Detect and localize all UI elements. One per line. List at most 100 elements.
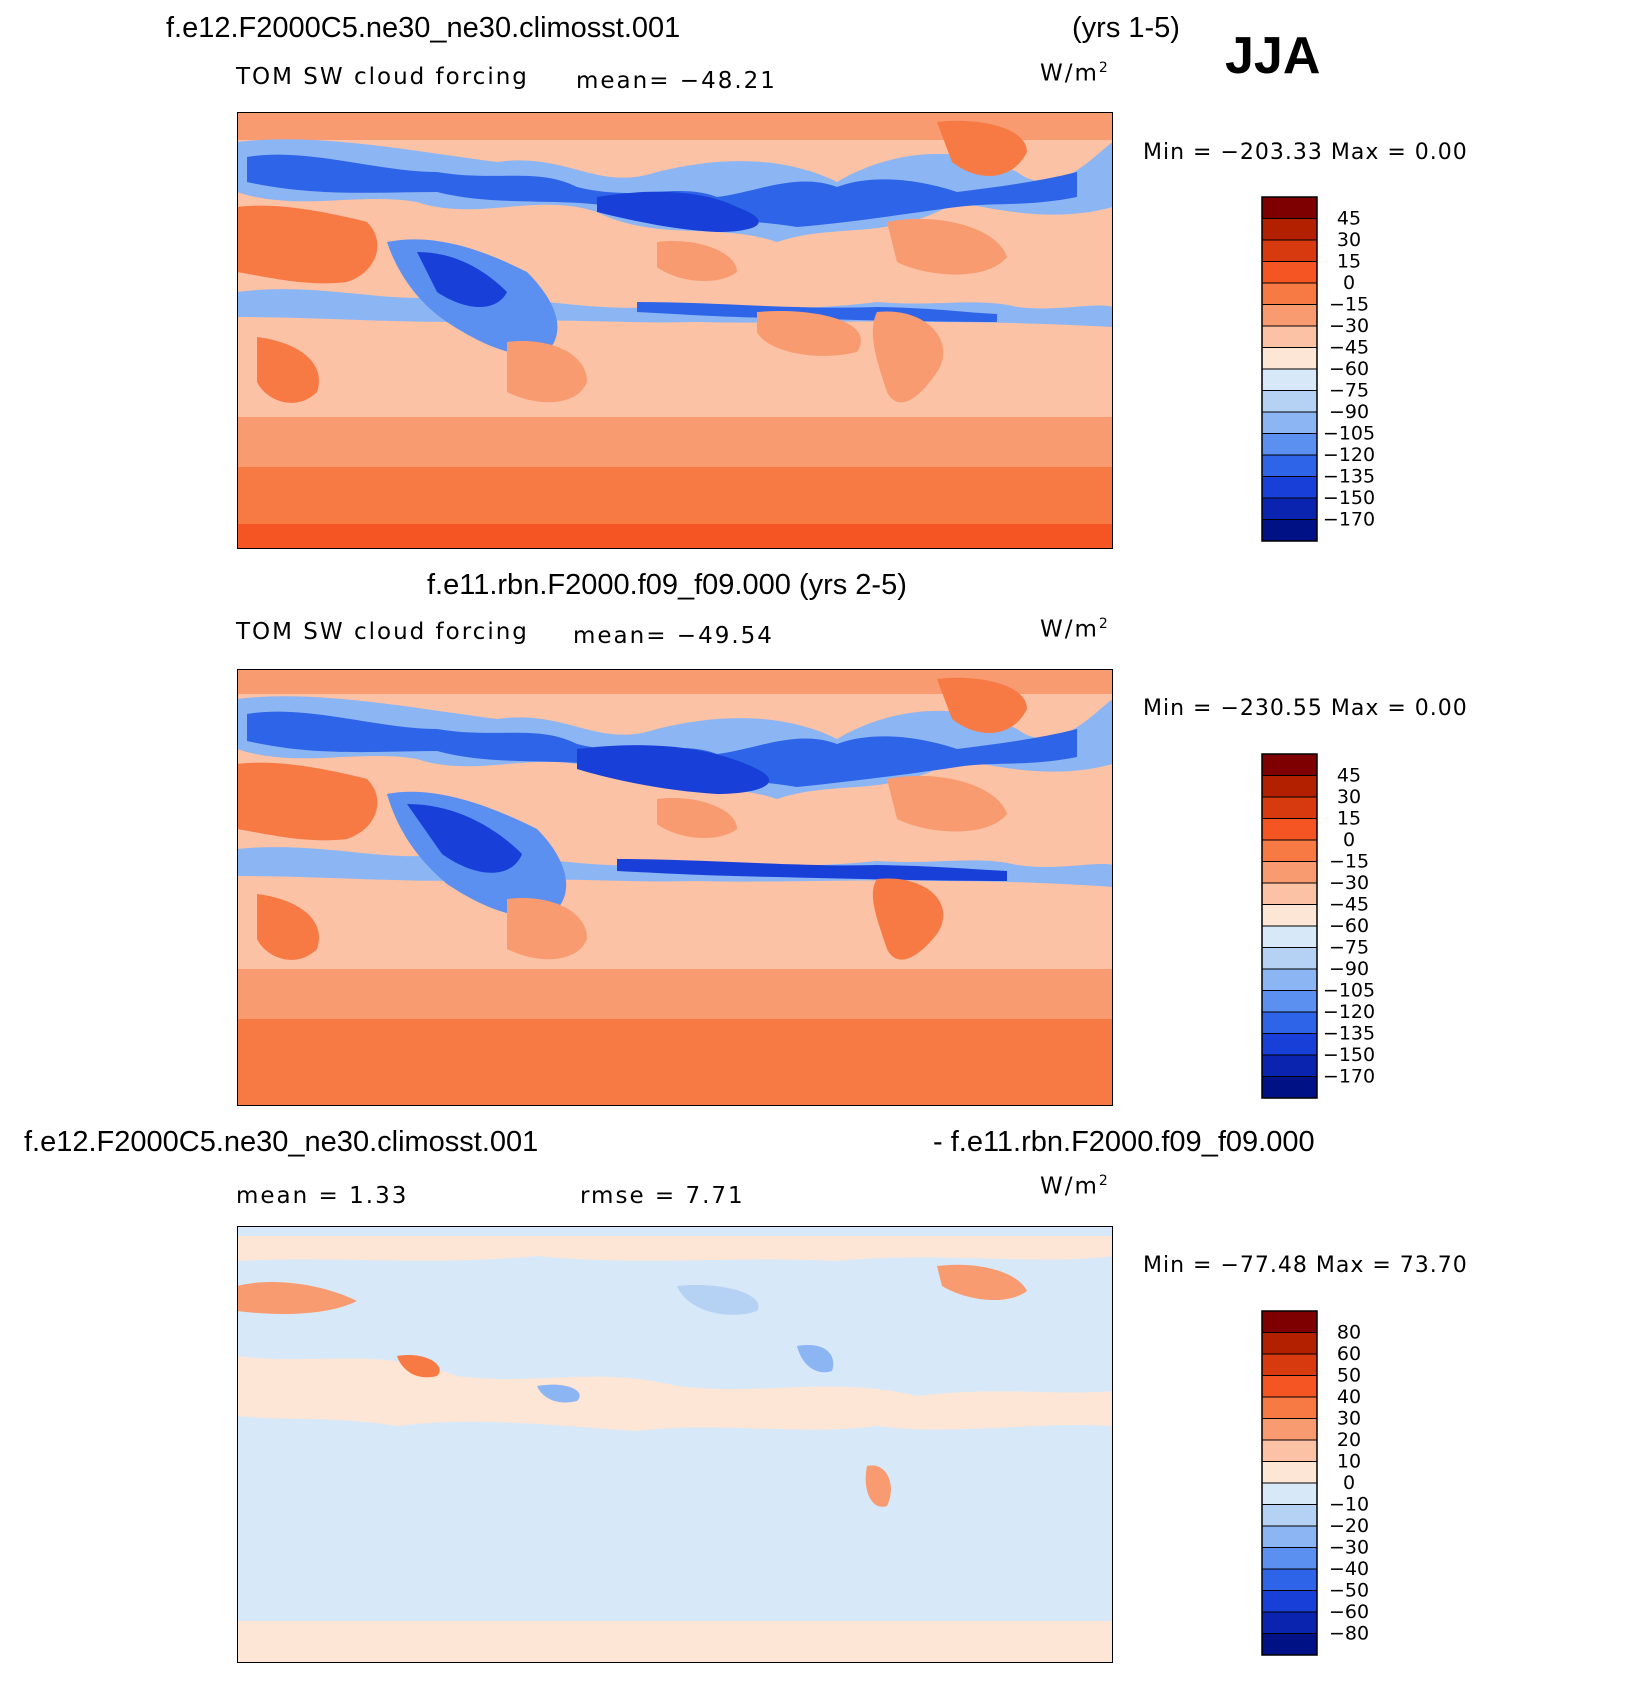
panel1-case-title: f.e12.F2000C5.ne30_ne30.climosst.001 [166, 12, 681, 44]
colorbar-box [1261, 1332, 1318, 1355]
panel2-units: W/m2 [1040, 616, 1110, 643]
colorbar-border [1261, 753, 1318, 1099]
panel1-min-max: Min = −203.33 Max = 0.00 [1143, 140, 1468, 165]
colorbar-tick-label: −60 [1329, 358, 1369, 380]
panel3-map [237, 1226, 1113, 1663]
colorbar-tick-label: −40 [1329, 1558, 1369, 1580]
panel1-colorbar: 4530150−15−30−45−60−75−90−105−120−135−15… [1261, 196, 1375, 542]
panel3-case-title: f.e12.F2000C5.ne30_ne30.climosst.001 [24, 1126, 539, 1158]
colorbar-box [1261, 947, 1318, 970]
colorbar-tick-label: −45 [1329, 337, 1369, 359]
colorbar-box [1261, 196, 1318, 219]
colorbar-tick-label: 80 [1337, 1322, 1361, 1344]
colorbar-box [1261, 882, 1318, 905]
colorbar-tick-label: 10 [1337, 1451, 1361, 1473]
colorbar-box [1261, 1482, 1318, 1505]
panel1-units: W/m2 [1040, 60, 1110, 87]
colorbar-tick-label: 40 [1337, 1386, 1361, 1408]
panel1-units-exp: 2 [1098, 60, 1110, 76]
colorbar-box [1261, 1310, 1318, 1333]
panel1-mean: mean= −48.21 [576, 68, 777, 94]
colorbar-box [1261, 839, 1318, 862]
colorbar-box [1261, 325, 1318, 348]
panel2-min-max: Min = −230.55 Max = 0.00 [1143, 696, 1468, 721]
colorbar-box [1261, 261, 1318, 284]
colorbar-tick-label: 15 [1337, 808, 1361, 830]
colorbar-tick-label: −135 [1323, 1023, 1375, 1045]
colorbar-tick-label: −150 [1323, 1044, 1375, 1066]
panel1-field-label: TOM SW cloud forcing [236, 64, 529, 90]
colorbar-tick-label: 50 [1337, 1365, 1361, 1387]
panel2-case-title: f.e11.rbn.F2000.f09_f09.000 (yrs 2-5) [427, 569, 907, 601]
colorbar-box [1261, 347, 1318, 370]
colorbar-box [1261, 390, 1318, 413]
colorbar-box [1261, 433, 1318, 456]
colorbar-border [1261, 1310, 1318, 1656]
colorbar-tick-label: −15 [1329, 851, 1369, 873]
colorbar-box [1261, 1418, 1318, 1441]
colorbar-box [1261, 1439, 1318, 1462]
colorbar-tick-label: 60 [1337, 1343, 1361, 1365]
colorbar-tick-label: −45 [1329, 894, 1369, 916]
colorbar-tick-label: 45 [1337, 208, 1361, 230]
colorbar-tick-label: 30 [1337, 786, 1361, 808]
colorbar-tick-label: −30 [1329, 315, 1369, 337]
colorbar-box [1261, 454, 1318, 477]
colorbar-tick-label: 30 [1337, 1408, 1361, 1430]
colorbar-tick-label: −135 [1323, 466, 1375, 488]
colorbar-tick-label: −60 [1329, 915, 1369, 937]
colorbar-tick-label: −170 [1323, 1066, 1375, 1088]
season-label: JJA [1225, 27, 1321, 85]
colorbar-tick-label: −75 [1329, 380, 1369, 402]
colorbar-box [1261, 519, 1318, 542]
colorbar-box [1261, 1076, 1318, 1099]
colorbar-tick-label: −30 [1329, 1537, 1369, 1559]
colorbar-tick-label: −170 [1323, 509, 1375, 531]
panel2-mean: mean= −49.54 [573, 623, 774, 649]
colorbar-tick-label: 15 [1337, 251, 1361, 273]
colorbar-tick-label: −15 [1329, 294, 1369, 316]
colorbar-box [1261, 282, 1318, 305]
colorbar-box [1261, 818, 1318, 841]
panel1-units-text: W/m [1040, 60, 1099, 87]
colorbar-box [1261, 925, 1318, 948]
colorbar-tick-label: −90 [1329, 401, 1369, 423]
colorbar-tick-label: −50 [1329, 1580, 1369, 1602]
colorbar-box [1261, 1353, 1318, 1376]
colorbar-box [1261, 1611, 1318, 1634]
colorbar-tick-label: −105 [1323, 423, 1375, 445]
panel3-min-max: Min = −77.48 Max = 73.70 [1143, 1253, 1468, 1278]
panel2-map [237, 669, 1113, 1106]
colorbar-tick-label: −10 [1329, 1494, 1369, 1516]
colorbar-tick-label: 0 [1343, 272, 1355, 294]
colorbar-box [1261, 304, 1318, 327]
colorbar-tick-label: −150 [1323, 487, 1375, 509]
colorbar-tick-label: −75 [1329, 937, 1369, 959]
colorbar-box [1261, 1461, 1318, 1484]
colorbar-box [1261, 775, 1318, 798]
panel2-units-exp: 2 [1098, 616, 1110, 632]
colorbar-box [1261, 218, 1318, 241]
panel2-field-label: TOM SW cloud forcing [236, 619, 529, 645]
panel3-units-text: W/m [1040, 1173, 1099, 1200]
colorbar-tick-label: 30 [1337, 229, 1361, 251]
colorbar-tick-label: −90 [1329, 958, 1369, 980]
panel3-units: W/m2 [1040, 1173, 1110, 1200]
colorbar-box [1261, 1033, 1318, 1056]
panel2-colorbar: 4530150−15−30−45−60−75−90−105−120−135−15… [1261, 753, 1375, 1099]
panel3-mean: mean = 1.33 [236, 1183, 409, 1209]
colorbar-tick-label: −105 [1323, 980, 1375, 1002]
colorbar-tick-label: 0 [1343, 829, 1355, 851]
panel3-units-exp: 2 [1098, 1173, 1110, 1189]
colorbar-tick-label: 45 [1337, 765, 1361, 787]
colorbar-tick-label: −120 [1323, 444, 1375, 466]
colorbar-box [1261, 1590, 1318, 1613]
colorbar-box [1261, 1011, 1318, 1034]
panel2-units-text: W/m [1040, 616, 1099, 643]
panel1-map [237, 112, 1113, 549]
colorbar-box [1261, 1633, 1318, 1656]
panel3-case-subtracted: - f.e11.rbn.F2000.f09_f09.000 [933, 1126, 1315, 1158]
colorbar-box [1261, 753, 1318, 776]
colorbar-box [1261, 1568, 1318, 1591]
